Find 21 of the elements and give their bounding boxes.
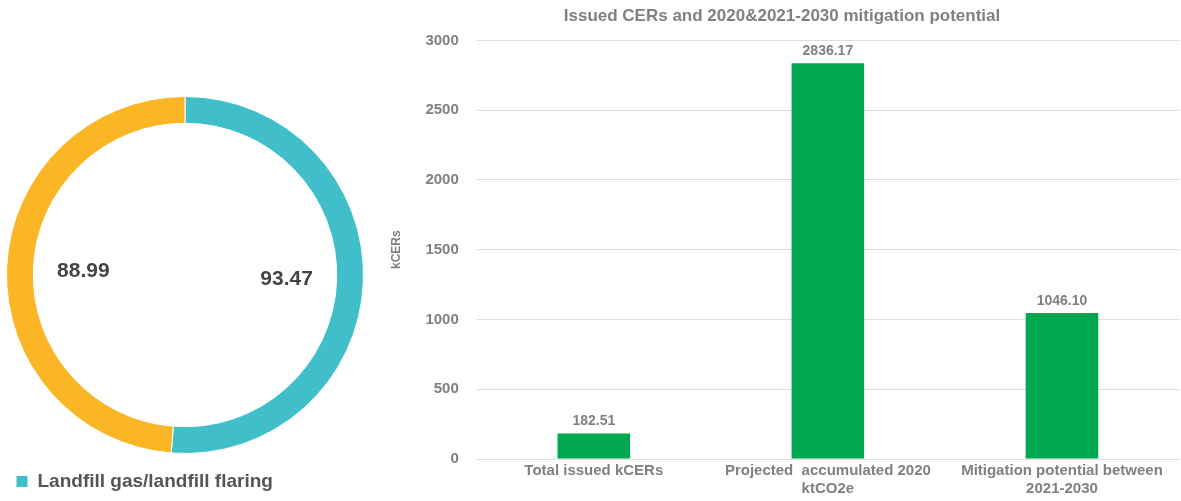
y-tick-label: 3000 — [425, 30, 459, 48]
data-label: 93.47 — [260, 265, 313, 289]
y-tick-label: 0 — [450, 449, 459, 467]
bar — [557, 433, 631, 459]
x-tick-label: Mitigation potential between 2021-2030 — [961, 461, 1163, 497]
bar — [791, 63, 865, 459]
data-label: 2836.17 — [802, 42, 854, 59]
y-tick-label: 1000 — [425, 309, 459, 327]
y-tick-label: 2500 — [425, 100, 459, 118]
y-tick-label: 1500 — [425, 239, 459, 257]
bar — [1025, 313, 1099, 459]
y-axis-title: kCERs — [388, 230, 403, 270]
data-label: 182.51 — [572, 412, 616, 429]
legend-label: Landfill gas/landfill flaring — [37, 469, 273, 491]
chart-title: Issued CERs and 2020&2021-2030 mitigation potential — [563, 5, 1001, 25]
data-label: 1046.10 — [1036, 291, 1088, 308]
x-tick-label: Total issued kCERs — [524, 461, 664, 479]
y-tick-label: 500 — [433, 379, 459, 397]
y-tick-label: 2000 — [425, 170, 459, 188]
x-tick-label: Projected accumulated 2020 ktCO2e — [724, 461, 931, 497]
data-label: 88.99 — [57, 257, 110, 281]
